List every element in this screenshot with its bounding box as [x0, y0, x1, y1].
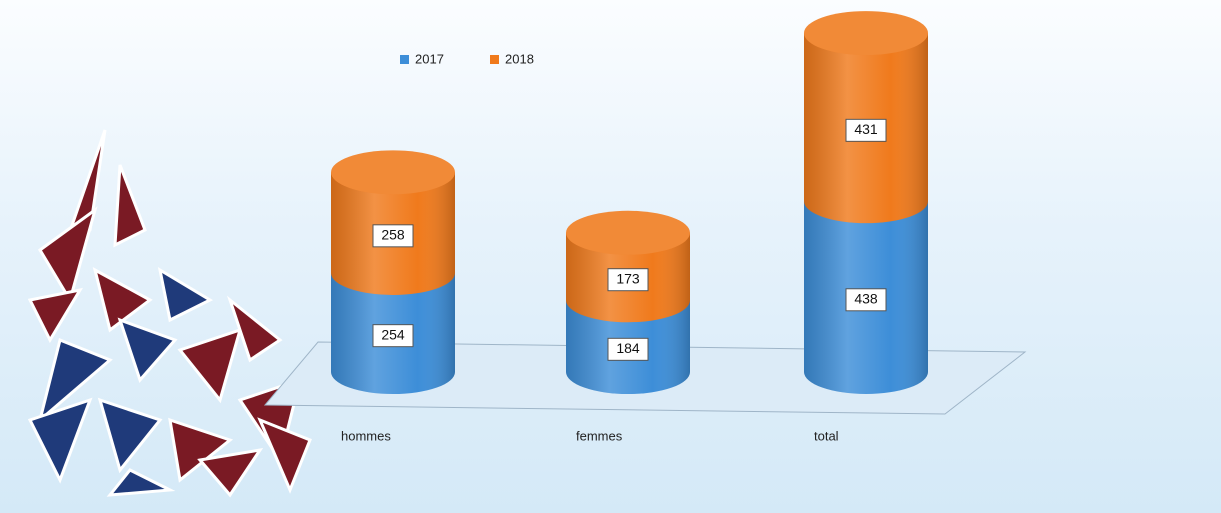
x-tick-label: hommes — [341, 428, 391, 443]
value-label: 184 — [616, 340, 640, 356]
legend-label: 2017 — [415, 51, 444, 66]
legend-label: 2018 — [505, 51, 534, 66]
value-label: 173 — [616, 270, 640, 286]
value-label: 254 — [381, 326, 405, 342]
x-tick-label: femmes — [576, 428, 623, 443]
value-label: 438 — [854, 290, 878, 306]
value-label: 258 — [381, 227, 405, 243]
value-label: 431 — [854, 121, 878, 137]
x-tick-label: total — [814, 428, 839, 443]
legend-swatch — [490, 55, 499, 64]
legend-swatch — [400, 55, 409, 64]
bar-cap-shine — [804, 11, 928, 55]
chart: 2017 2018 254 258 hommes 184 173 femmes 438 431 to… — [0, 0, 1221, 513]
bar-cap-shine — [566, 211, 690, 255]
bar-cap-shine — [331, 150, 455, 194]
